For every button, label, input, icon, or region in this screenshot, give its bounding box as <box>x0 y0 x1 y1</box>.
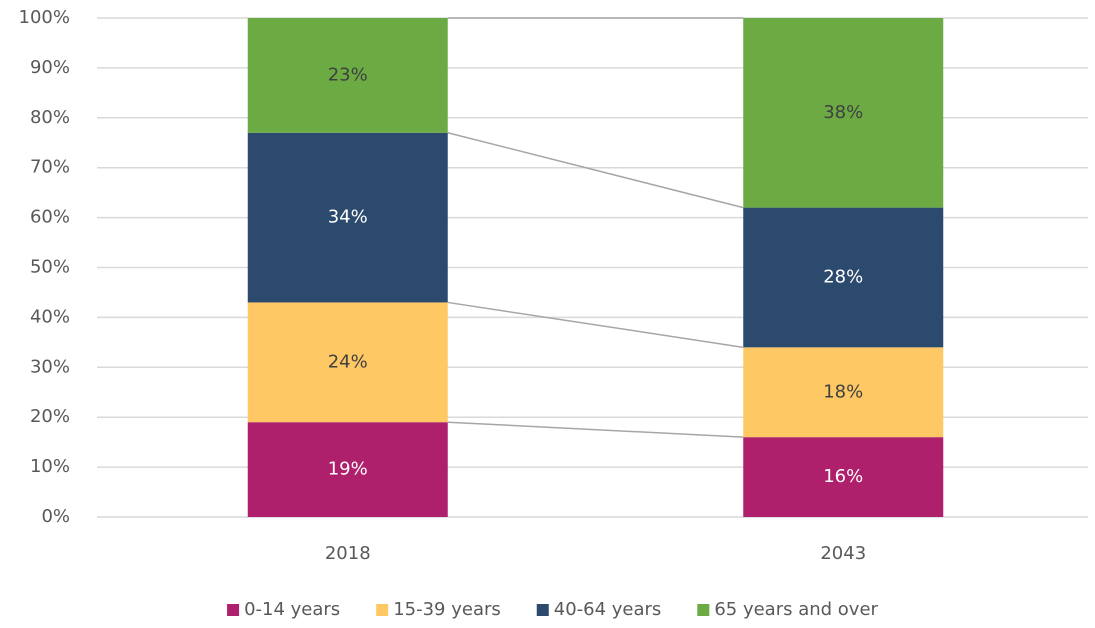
y-tick-label: 50% <box>30 257 70 278</box>
legend-swatch <box>227 604 240 616</box>
x-tick-label: 2018 <box>325 543 371 564</box>
legend-label: 0-14 years <box>244 599 340 620</box>
data-label: 18% <box>823 381 863 402</box>
y-tick-label: 30% <box>30 356 70 377</box>
legend-label: 40-64 years <box>554 599 662 620</box>
y-tick-label: 90% <box>30 57 70 78</box>
legend-swatch <box>376 604 389 616</box>
data-label: 16% <box>823 466 863 487</box>
legend-swatch <box>536 604 549 616</box>
series-line <box>447 132 744 209</box>
data-label: 28% <box>823 266 863 287</box>
data-label: 19% <box>328 459 368 480</box>
series-line <box>447 301 744 349</box>
legend-label: 15-39 years <box>393 599 501 620</box>
bar-segment <box>247 422 448 517</box>
bar-segment <box>247 132 448 303</box>
legend-label: 65 years and over <box>714 599 878 620</box>
y-tick-label: 100% <box>19 7 70 28</box>
data-label: 38% <box>823 102 863 123</box>
y-tick-label: 0% <box>41 506 70 527</box>
bar-segment <box>247 18 448 133</box>
y-tick-label: 80% <box>30 107 70 128</box>
legend-swatch <box>697 604 710 616</box>
bar-segment <box>247 302 448 423</box>
y-tick-label: 20% <box>30 406 70 427</box>
data-label: 34% <box>328 207 368 228</box>
data-label: 24% <box>328 351 368 372</box>
series-line <box>447 421 744 438</box>
bar-segment <box>743 18 944 208</box>
bar-segment <box>743 207 944 348</box>
x-tick-label: 2043 <box>820 543 866 564</box>
bar-segment <box>743 347 944 438</box>
y-tick-label: 70% <box>30 157 70 178</box>
y-tick-label: 40% <box>30 306 70 327</box>
data-label: 23% <box>328 64 368 85</box>
y-tick-label: 60% <box>30 207 70 228</box>
bar-segment <box>743 437 944 517</box>
y-tick-label: 10% <box>30 456 70 477</box>
